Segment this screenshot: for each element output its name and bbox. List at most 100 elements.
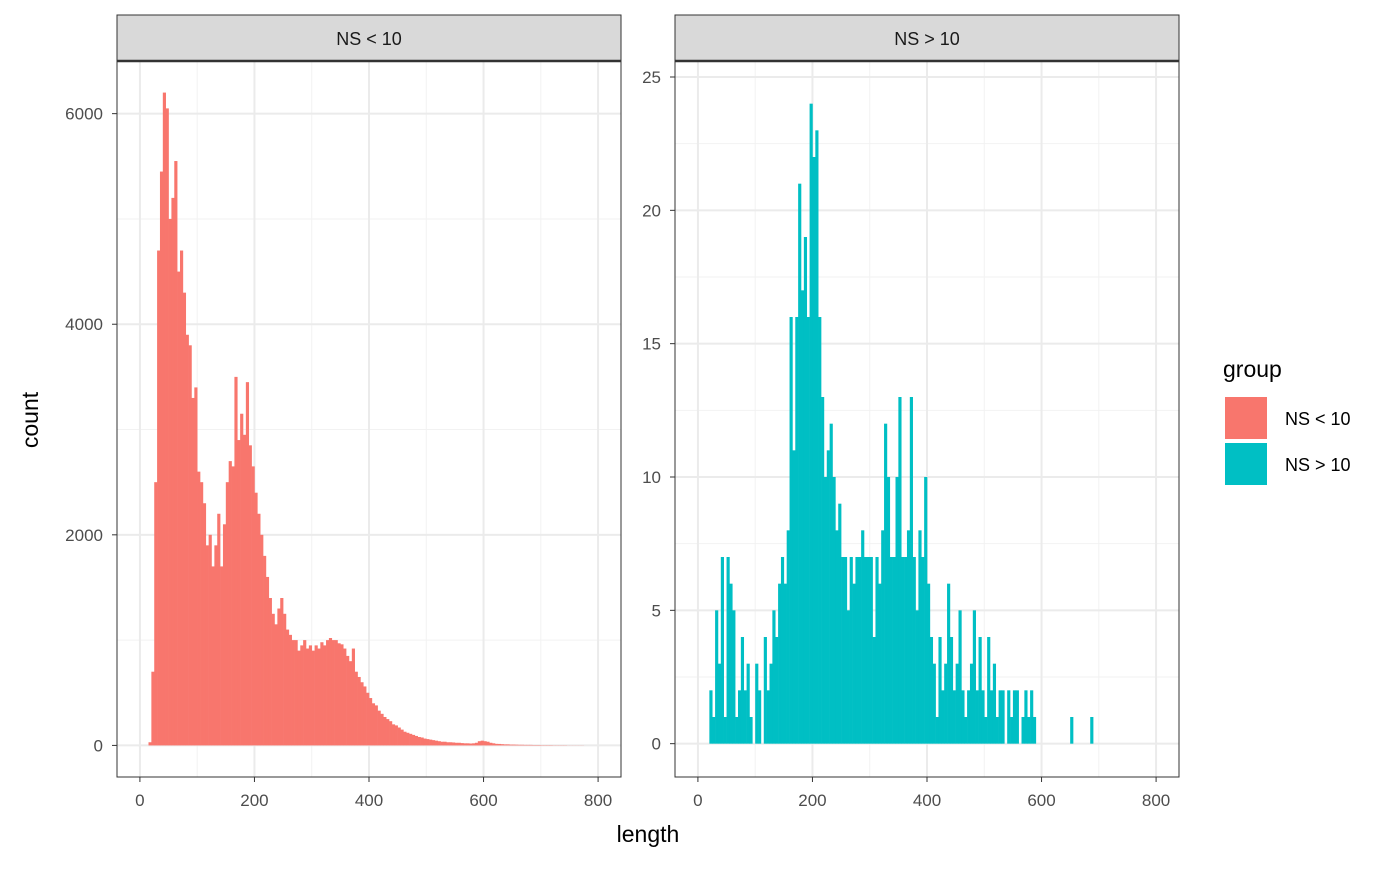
histogram-bar	[724, 717, 727, 744]
histogram-bar	[847, 610, 850, 743]
histogram-bar	[861, 530, 864, 743]
histogram-bar	[830, 424, 833, 744]
histogram-bar	[441, 742, 444, 746]
histogram-bar	[174, 161, 177, 745]
histogram-bar	[421, 738, 424, 746]
histogram-bar	[518, 745, 521, 746]
histogram-bar	[312, 651, 315, 746]
histogram-bar	[1070, 717, 1073, 744]
histogram-bar	[206, 545, 209, 745]
histogram-bar	[901, 557, 904, 744]
histogram-bar	[918, 530, 921, 743]
histogram-bar	[464, 743, 467, 745]
histogram-bar	[850, 557, 853, 744]
histogram-bar	[501, 744, 504, 745]
histogram-bar	[340, 644, 343, 745]
x-tick-label: 600	[1027, 791, 1055, 810]
histogram-bar	[890, 557, 893, 744]
histogram-bar	[864, 557, 867, 744]
histogram-bar	[1027, 717, 1030, 744]
histogram-bar	[738, 690, 741, 743]
histogram-bar	[959, 610, 962, 743]
histogram-bar	[469, 744, 472, 746]
y-tick-label: 0	[94, 736, 103, 755]
x-tick-label: 800	[1142, 791, 1170, 810]
histogram-bar	[257, 514, 260, 746]
histogram-bar	[461, 743, 464, 745]
histogram-bar	[853, 584, 856, 744]
y-tick-label: 15	[642, 335, 661, 354]
legend-label-ns-gt-10: NS > 10	[1285, 455, 1351, 475]
histogram-bar	[1010, 717, 1013, 744]
histogram-bar	[346, 656, 349, 746]
histogram-bar	[775, 637, 778, 744]
legend-title: group	[1223, 356, 1282, 382]
histogram-bar	[446, 742, 449, 745]
histogram-bar	[352, 649, 355, 746]
histogram-bar	[976, 690, 979, 743]
histogram-bar	[747, 664, 750, 744]
histogram-bar	[941, 690, 944, 743]
histogram-bar	[987, 637, 990, 744]
histogram-bar	[884, 424, 887, 744]
histogram-bar	[277, 609, 280, 746]
histogram-bar	[744, 690, 747, 743]
histogram-bar	[214, 545, 217, 745]
histogram-bar	[787, 530, 790, 743]
histogram-bar	[529, 745, 532, 746]
histogram-bar	[306, 649, 309, 746]
histogram-bar	[272, 614, 275, 746]
histogram-bar	[784, 584, 787, 744]
x-tick-label: 400	[913, 791, 941, 810]
histogram-bar	[735, 717, 738, 744]
histogram-bar	[495, 744, 498, 746]
histogram-bar	[186, 335, 189, 746]
histogram-bar	[209, 535, 212, 746]
histogram-bar	[240, 414, 243, 746]
histogram-bar	[524, 745, 527, 746]
legend-label-ns-lt-10: NS < 10	[1285, 409, 1351, 429]
histogram-bar	[1090, 717, 1093, 744]
histogram-bar	[755, 664, 758, 744]
histogram-bar	[481, 741, 484, 746]
histogram-bar	[489, 743, 492, 746]
histogram-bar	[466, 743, 469, 745]
x-tick-label: 400	[355, 791, 383, 810]
histogram-bar	[194, 387, 197, 745]
histogram-bar	[426, 739, 429, 745]
histogram-bar	[475, 743, 478, 746]
histogram-bar	[938, 637, 941, 744]
y-tick-label: 0	[652, 735, 661, 754]
histogram-bar	[157, 251, 160, 746]
histogram-bar	[458, 743, 461, 746]
histogram-bar	[149, 742, 152, 745]
histogram-bar	[844, 557, 847, 744]
histogram-bar	[732, 610, 735, 743]
histogram-bar	[472, 743, 475, 745]
histogram-bar	[409, 734, 412, 746]
histogram-bar	[232, 466, 235, 745]
histogram-bar	[1024, 690, 1027, 743]
histogram-bar	[936, 717, 939, 744]
histogram-bar	[484, 741, 487, 745]
histogram-bar	[189, 345, 192, 745]
histogram-bar	[363, 686, 366, 745]
histogram-bar	[795, 317, 798, 744]
histogram-bar	[721, 557, 724, 744]
histogram-bar	[389, 721, 392, 745]
histogram-bar	[996, 717, 999, 744]
histogram-bar	[509, 745, 512, 746]
histogram-bar	[297, 651, 300, 746]
histogram-bar	[1030, 690, 1033, 743]
histogram-bar	[180, 251, 183, 746]
histogram-bar	[927, 584, 930, 744]
histogram-bar	[893, 557, 896, 744]
histogram-bar	[855, 557, 858, 744]
histogram-bar	[423, 739, 426, 746]
legend-key-ns-gt-10	[1225, 443, 1267, 485]
histogram-bar	[375, 705, 378, 745]
histogram-bar	[916, 610, 919, 743]
histogram-bar	[993, 664, 996, 744]
histogram-bar	[527, 745, 530, 746]
